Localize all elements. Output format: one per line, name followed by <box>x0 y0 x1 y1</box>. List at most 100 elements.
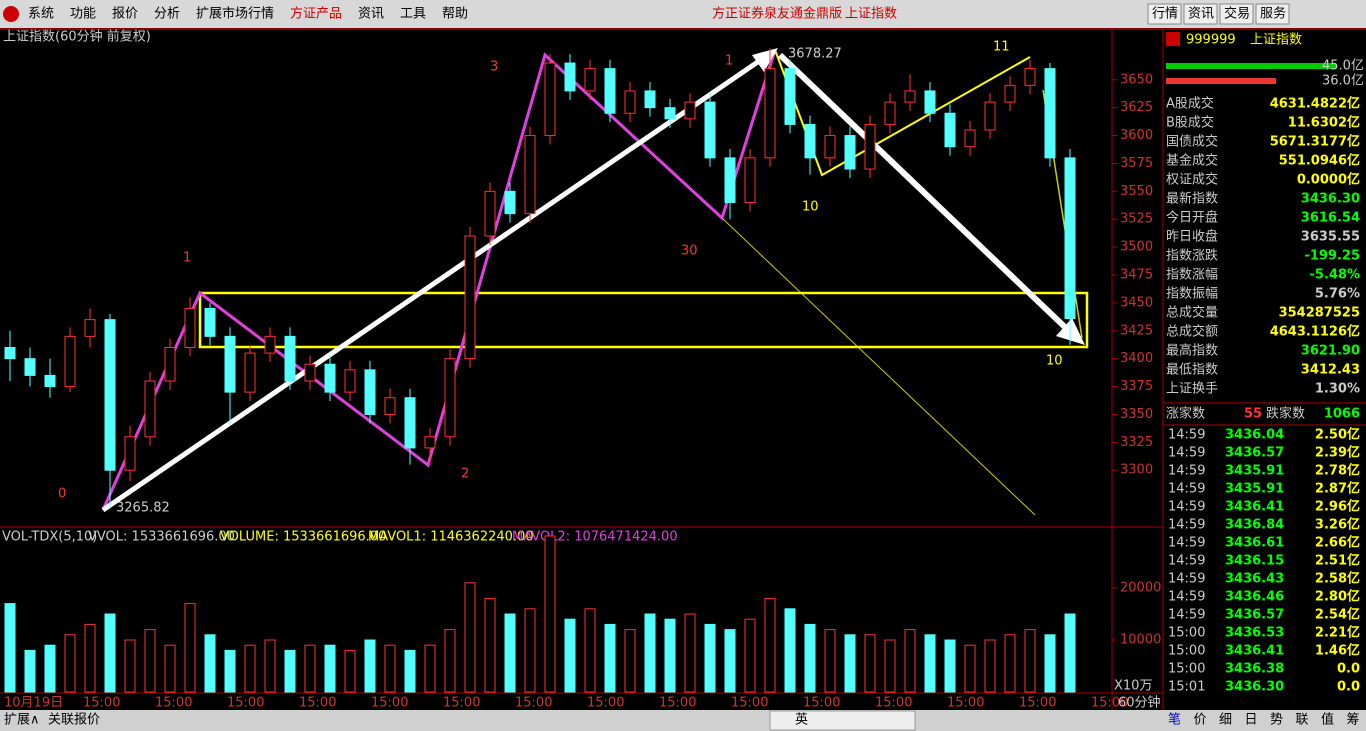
menu-button[interactable] <box>1255 3 1290 25</box>
menu-item[interactable]: 分析 <box>154 7 180 22</box>
side-tab[interactable]: 日 <box>1245 713 1258 728</box>
volume-header: MAVOL2: 1076471424.00 <box>512 530 678 545</box>
menu-item[interactable]: 方证产品 <box>290 6 342 22</box>
row-value: 4643.1126亿 <box>1270 324 1360 340</box>
menu-item[interactable]: 扩展市场行情 <box>196 6 274 22</box>
period-label: 60分钟 <box>1118 695 1161 711</box>
row-label: 最高指数 <box>1166 343 1218 359</box>
menu-button[interactable] <box>1147 3 1182 25</box>
menu-item[interactable]: 功能 <box>70 7 96 22</box>
volume-bar <box>264 639 276 693</box>
volume-bar <box>604 623 616 693</box>
volume-bar <box>504 613 516 693</box>
volume-header: VVOL: 1533661696.00 <box>88 530 235 545</box>
tick-price: 3436.38 <box>1225 662 1284 677</box>
row-value: 0.0000亿 <box>1297 172 1360 188</box>
bottom-tab[interactable]: 关联报价 <box>48 713 100 728</box>
menu-button[interactable] <box>1183 3 1218 25</box>
volume-bar <box>104 613 116 693</box>
candle-body <box>44 374 56 388</box>
y-tick-label: 3575 <box>1120 156 1153 171</box>
row-label: B股成交 <box>1166 115 1214 131</box>
candle-body <box>344 369 356 393</box>
row-label: 最新指数 <box>1166 191 1218 207</box>
candle-body <box>404 397 416 449</box>
volume-bar <box>324 644 336 693</box>
y-tick-label: 3350 <box>1120 407 1153 422</box>
row-value: 354287525 <box>1279 306 1360 321</box>
volume-bar <box>1044 634 1056 693</box>
row-value: 11.6302亿 <box>1288 115 1360 131</box>
candle-body <box>884 101 896 125</box>
volume-bar <box>664 618 676 693</box>
menu-item[interactable]: 资讯 <box>358 7 384 22</box>
volume-header: VOLUME: 1533661696.00 <box>220 530 386 545</box>
candle-body <box>844 135 856 170</box>
logo <box>3 6 19 22</box>
volume-bar <box>224 649 236 693</box>
volume-bar <box>184 603 196 693</box>
bottom-tab[interactable]: 扩展∧ <box>4 713 40 728</box>
candle-body <box>904 90 916 103</box>
candle-body <box>64 335 76 388</box>
tick-price: 3436.04 <box>1225 428 1284 443</box>
side-tab[interactable]: 势 <box>1270 712 1283 728</box>
row-value: -5.48% <box>1310 268 1361 283</box>
x-tick-label: 10月19日 <box>4 696 63 711</box>
x-tick-label: 15:00 <box>371 696 408 711</box>
menu-item[interactable]: 系统 <box>28 7 54 22</box>
tick-time: 14:59 <box>1168 590 1205 605</box>
tick-time: 14:59 <box>1168 518 1205 533</box>
volume-bar <box>44 644 56 693</box>
side-tab[interactable]: 价 <box>1194 713 1207 728</box>
candle-body <box>104 319 116 471</box>
volume-bar <box>304 644 316 693</box>
tick-volume: 2.78亿 <box>1315 463 1360 479</box>
unit-label: X10万 <box>1114 679 1152 694</box>
volume-bar <box>644 613 656 693</box>
row-label: 指数振幅 <box>1166 287 1218 302</box>
side-tab[interactable]: 联 <box>1296 713 1309 728</box>
bar-label: 36.0亿 <box>1322 74 1364 89</box>
tick-price: 3436.57 <box>1225 446 1284 461</box>
y-tick-label: 3375 <box>1120 379 1153 394</box>
buy-bar <box>1166 63 1336 69</box>
tick-volume: 2.21亿 <box>1315 625 1360 641</box>
volume-bar <box>944 639 956 693</box>
tick-price: 3436.57 <box>1225 608 1284 623</box>
menu-item[interactable]: 帮助 <box>442 7 468 22</box>
tick-volume: 2.87亿 <box>1315 481 1360 497</box>
annotations <box>101 48 1089 516</box>
volume-bar <box>924 634 936 693</box>
tick-volume: 3.26亿 <box>1315 517 1360 533</box>
menu-button-label: 服务 <box>1260 6 1286 22</box>
candle-body <box>304 363 316 382</box>
menu-item[interactable]: 工具 <box>400 7 426 22</box>
volume-bar <box>444 629 456 693</box>
volume-header: MAVOL1: 1146362240.00 <box>368 530 534 545</box>
menu-button[interactable] <box>1219 3 1254 25</box>
candle-body <box>1024 68 1036 86</box>
candle-body <box>224 335 236 393</box>
menu-bar <box>0 0 1366 28</box>
volume-bar <box>884 639 896 693</box>
row-value: 3635.55 <box>1301 230 1360 245</box>
side-tab[interactable]: 笔 <box>1168 712 1181 728</box>
volume-header: VOL-TDX(5,10) <box>2 530 97 545</box>
volume-bar <box>284 649 296 693</box>
code: 999999 <box>1186 33 1236 48</box>
tick-time: 14:59 <box>1168 536 1205 551</box>
side-tab[interactable]: 细 <box>1219 713 1232 728</box>
x-tick-label: 15:00 <box>587 696 624 711</box>
candle-body <box>204 307 216 337</box>
tick-time: 14:59 <box>1168 464 1205 479</box>
volume-bar <box>744 618 756 693</box>
volume-bar <box>804 623 816 693</box>
menu-item[interactable]: 报价 <box>112 7 138 22</box>
side-tab[interactable]: 筹 <box>1347 712 1360 728</box>
volume-bar <box>244 644 256 693</box>
side-tab[interactable]: 值 <box>1321 712 1334 728</box>
window-title: 方正证券泉友通金鼎版 <box>712 6 842 22</box>
x-tick-label: 15:00 <box>803 696 840 711</box>
